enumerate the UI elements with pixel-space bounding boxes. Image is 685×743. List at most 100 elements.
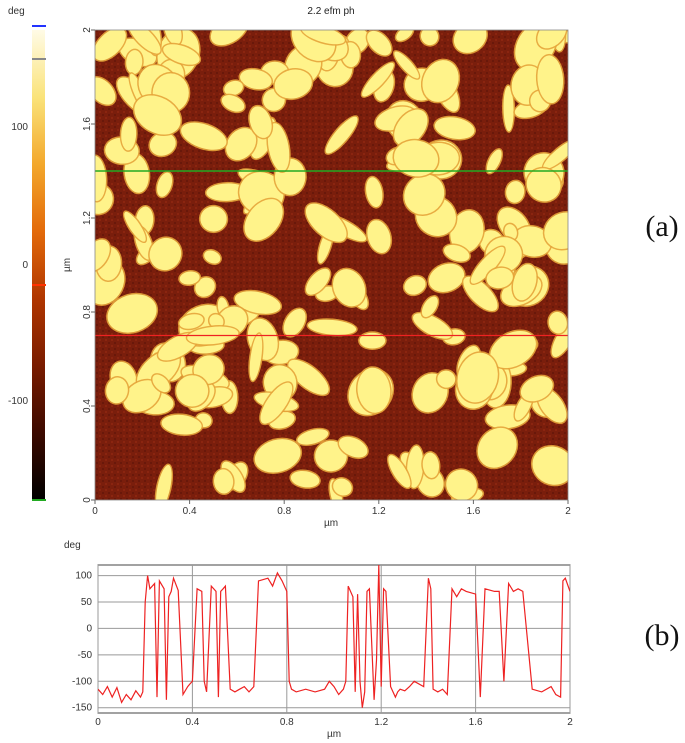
- bright-domain: [157, 172, 173, 197]
- bright-domain: [305, 268, 330, 295]
- bright-domain: [537, 55, 564, 104]
- profile-y-ticks: 100 50 0 -50 -100 -150: [72, 571, 92, 714]
- profile-x-tick-label: 1.2: [374, 717, 388, 728]
- image-y-tick-label: 2: [82, 27, 93, 33]
- image-x-label: µm: [324, 518, 338, 529]
- bright-domain: [214, 469, 234, 494]
- image-x-ticks: 0 0.4 0.8 1.2 1.6 2: [92, 500, 571, 517]
- profile-frame: [97, 564, 571, 714]
- bright-domain: [315, 440, 347, 472]
- bright-domain: [244, 199, 283, 241]
- bright-domain: [503, 85, 514, 132]
- bright-domain: [163, 44, 200, 65]
- profile-y-tick-label: 0: [86, 623, 92, 634]
- bright-domain: [226, 128, 257, 161]
- bright-domain: [95, 30, 126, 61]
- colorbar-strip: [32, 30, 45, 500]
- bright-domain: [463, 276, 498, 312]
- profile-grid: [97, 564, 571, 714]
- bright-domain: [249, 106, 272, 138]
- bright-domain: [434, 117, 475, 140]
- profile-y-unit: deg: [64, 540, 81, 551]
- image-y-label: µm: [62, 258, 73, 272]
- bright-domain: [301, 30, 345, 45]
- bright-domain: [543, 139, 568, 170]
- bright-domain: [453, 30, 487, 53]
- image-x-tick-label: 0.4: [183, 506, 197, 517]
- profile-x-tick-label: 0.4: [185, 717, 199, 728]
- bright-domain: [149, 237, 182, 271]
- bright-domain: [367, 220, 391, 253]
- bright-domain: [394, 109, 428, 146]
- bright-domain: [134, 95, 181, 135]
- bright-domain: [422, 60, 459, 102]
- bright-domain: [176, 375, 209, 407]
- bright-domain: [267, 123, 290, 172]
- profile-x-tick-label: 1.6: [469, 717, 483, 728]
- bright-domain: [156, 464, 172, 500]
- bright-domain: [234, 291, 281, 314]
- bright-domain: [179, 271, 200, 285]
- bright-domain: [477, 427, 517, 468]
- bright-domain: [161, 414, 202, 435]
- bright-domain: [450, 210, 484, 253]
- bright-domain: [224, 80, 243, 96]
- bright-domain: [520, 376, 553, 402]
- profile-x-tick-label: 2: [567, 717, 573, 728]
- bright-domain: [209, 314, 224, 328]
- bright-domain: [121, 118, 137, 151]
- bright-domain: [526, 168, 561, 202]
- profile-y-tick-label: -150: [72, 703, 92, 714]
- bright-domain: [288, 359, 329, 395]
- bright-domain: [486, 267, 513, 289]
- bright-domain: [164, 30, 182, 45]
- bright-domain: [513, 226, 551, 257]
- bright-domain: [362, 62, 394, 97]
- bright-domain: [204, 250, 221, 264]
- bright-domain: [206, 183, 248, 201]
- bright-domain: [254, 439, 301, 473]
- image-y-tick-label: 1.6: [82, 117, 93, 131]
- bright-domain: [506, 181, 525, 203]
- bright-domain: [512, 264, 537, 301]
- bright-domain: [444, 244, 470, 262]
- colorbar-unit: deg: [8, 6, 25, 17]
- bright-domain: [486, 149, 502, 173]
- image-y-tick-label: 1.2: [82, 211, 93, 225]
- image-title: 2.2 efm ph: [307, 6, 354, 17]
- bright-domain: [422, 452, 440, 478]
- bright-domain: [490, 330, 536, 369]
- profile-y-tick-label: 50: [81, 597, 93, 608]
- bright-domain: [333, 269, 366, 307]
- profile-series-line: [98, 565, 570, 708]
- bright-domain: [551, 322, 568, 357]
- image-y-tick-label: 0.4: [82, 399, 93, 413]
- bright-domain: [307, 319, 357, 335]
- colorbar-tick-label: 0: [22, 260, 28, 271]
- bright-domain: [106, 377, 128, 404]
- bright-domain: [470, 246, 505, 284]
- bright-domain: [290, 470, 320, 488]
- bright-domain: [325, 116, 358, 154]
- bright-domains: [95, 30, 568, 500]
- bright-domain: [407, 445, 424, 488]
- profile-x-tick-label: 0.8: [280, 717, 294, 728]
- bright-domain: [393, 140, 439, 177]
- profile-x-tick-label: 0: [95, 717, 101, 728]
- bright-domain: [548, 311, 567, 334]
- efm-phase-image-panel: 2.2 efm ph 0 0.4 0.8 1.2 1.6 2 0 0.4 0.8 1.2 1.6 2…: [62, 6, 679, 529]
- bright-domain: [333, 478, 352, 496]
- image-x-tick-label: 0: [92, 506, 98, 517]
- bright-domain: [404, 276, 426, 295]
- panel-b-label: (b): [645, 619, 680, 652]
- bright-domain: [359, 332, 386, 349]
- bright-domain: [437, 370, 456, 388]
- bright-domain: [457, 352, 498, 403]
- profile-y-tick-label: -50: [78, 650, 93, 661]
- image-y-tick-label: 0.8: [82, 305, 93, 319]
- panel-a-label: (a): [645, 210, 678, 243]
- image-y-ticks: 0 0.4 0.8 1.2 1.6 2: [82, 27, 95, 503]
- bright-domain: [221, 95, 245, 112]
- bright-domain: [195, 277, 215, 297]
